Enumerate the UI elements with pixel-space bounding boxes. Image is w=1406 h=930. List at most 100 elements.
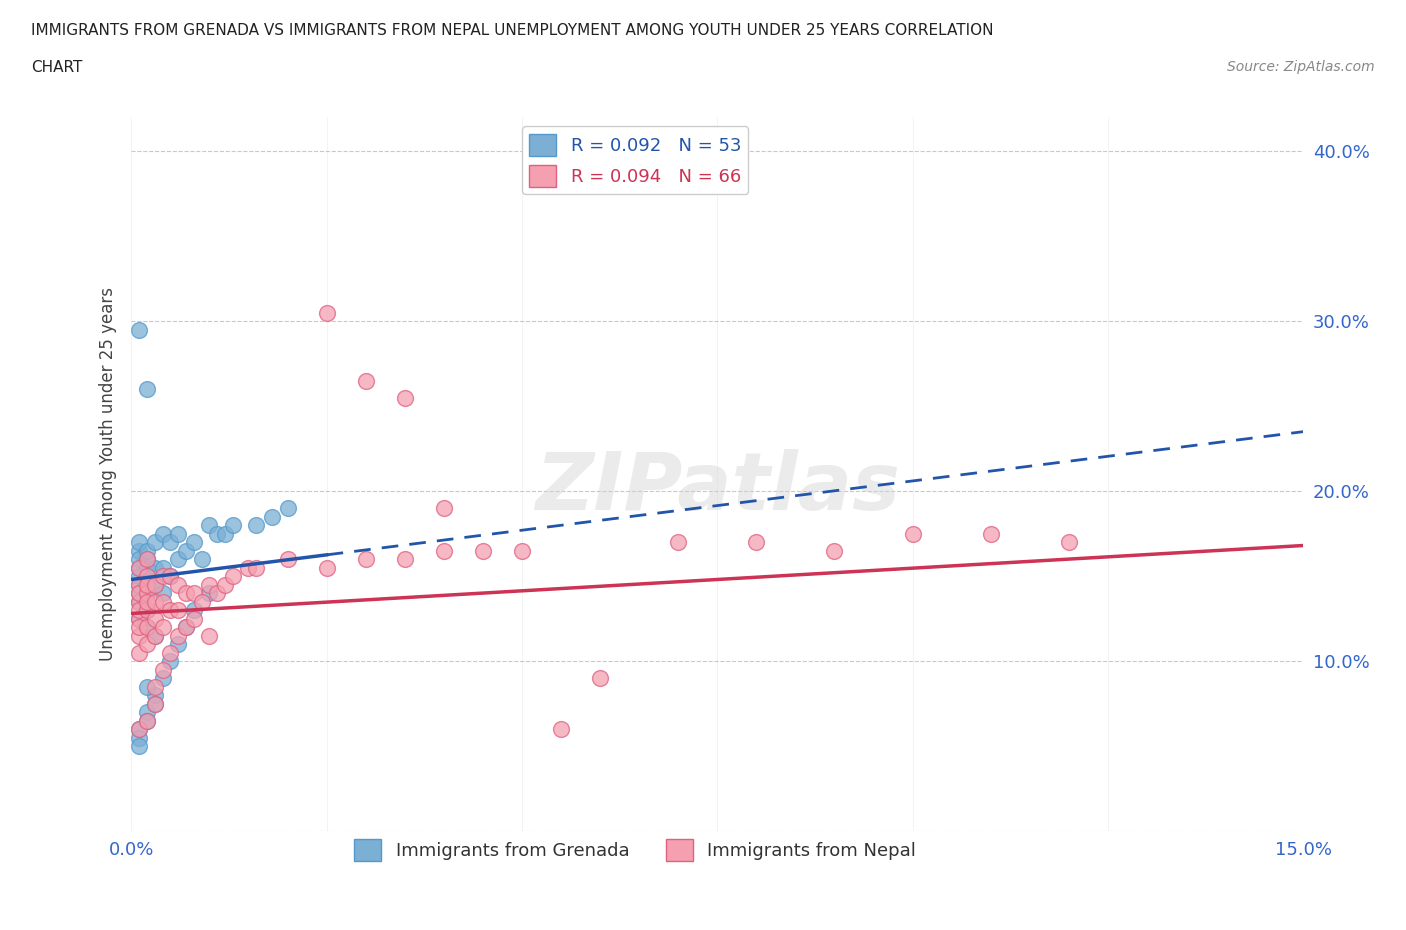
Point xyxy=(143,628,166,643)
Text: Source: ZipAtlas.com: Source: ZipAtlas.com xyxy=(1227,60,1375,74)
Point xyxy=(183,603,205,618)
Point xyxy=(128,578,150,592)
Point xyxy=(128,619,150,634)
Point xyxy=(128,560,150,575)
Point xyxy=(190,594,212,609)
Point xyxy=(354,551,377,566)
Point xyxy=(260,510,283,525)
Point xyxy=(901,526,924,541)
Point xyxy=(183,611,205,626)
Point xyxy=(276,500,298,515)
Point xyxy=(167,526,190,541)
Text: IMMIGRANTS FROM GRENADA VS IMMIGRANTS FROM NEPAL UNEMPLOYMENT AMONG YOUTH UNDER : IMMIGRANTS FROM GRENADA VS IMMIGRANTS FR… xyxy=(31,23,994,38)
Point xyxy=(152,619,174,634)
Point xyxy=(143,628,166,643)
Point xyxy=(354,373,377,388)
Point xyxy=(143,535,166,550)
Point xyxy=(167,637,190,652)
Point xyxy=(135,619,157,634)
Point xyxy=(128,568,150,583)
Point xyxy=(135,543,157,558)
Point xyxy=(135,679,157,694)
Legend: Immigrants from Grenada, Immigrants from Nepal: Immigrants from Grenada, Immigrants from… xyxy=(347,831,924,869)
Point xyxy=(128,594,150,609)
Point xyxy=(128,722,150,737)
Point xyxy=(128,323,150,338)
Point xyxy=(128,535,150,550)
Point xyxy=(510,543,533,558)
Point xyxy=(143,578,166,592)
Point xyxy=(152,594,174,609)
Point xyxy=(128,730,150,745)
Point xyxy=(135,603,157,618)
Point xyxy=(190,551,212,566)
Point xyxy=(135,713,157,728)
Point xyxy=(159,535,181,550)
Point xyxy=(128,722,150,737)
Point xyxy=(143,611,166,626)
Point xyxy=(152,662,174,677)
Point xyxy=(152,671,174,685)
Point xyxy=(174,586,197,601)
Text: CHART: CHART xyxy=(31,60,83,75)
Point xyxy=(183,535,205,550)
Point xyxy=(128,551,150,566)
Point xyxy=(174,543,197,558)
Point xyxy=(135,578,157,592)
Text: ZIPatlas: ZIPatlas xyxy=(534,449,900,527)
Point xyxy=(433,543,456,558)
Point xyxy=(745,535,768,550)
Point xyxy=(152,586,174,601)
Point xyxy=(128,738,150,753)
Point xyxy=(167,603,190,618)
Point xyxy=(824,543,846,558)
Point xyxy=(238,560,260,575)
Point xyxy=(135,603,157,618)
Point xyxy=(394,551,416,566)
Point xyxy=(214,526,236,541)
Point xyxy=(135,578,157,592)
Point xyxy=(222,518,245,533)
Y-axis label: Unemployment Among Youth under 25 years: Unemployment Among Youth under 25 years xyxy=(100,287,117,661)
Point xyxy=(245,560,267,575)
Point xyxy=(135,551,157,566)
Point xyxy=(143,696,166,711)
Point xyxy=(128,611,150,626)
Point xyxy=(128,628,150,643)
Point xyxy=(135,705,157,720)
Point xyxy=(152,560,174,575)
Point xyxy=(159,645,181,660)
Point xyxy=(128,586,150,601)
Point xyxy=(433,500,456,515)
Point xyxy=(135,586,157,601)
Point xyxy=(135,381,157,396)
Point xyxy=(152,568,174,583)
Point xyxy=(159,568,181,583)
Point xyxy=(128,560,150,575)
Point xyxy=(143,594,166,609)
Point xyxy=(128,603,150,618)
Point xyxy=(198,586,221,601)
Point xyxy=(174,619,197,634)
Point xyxy=(589,671,612,685)
Point xyxy=(135,560,157,575)
Point xyxy=(315,305,337,320)
Point xyxy=(128,578,150,592)
Point xyxy=(214,578,236,592)
Point xyxy=(128,586,150,601)
Point xyxy=(159,603,181,618)
Point xyxy=(167,628,190,643)
Point xyxy=(183,586,205,601)
Point xyxy=(550,722,572,737)
Point xyxy=(128,645,150,660)
Point xyxy=(205,586,228,601)
Point xyxy=(198,518,221,533)
Point xyxy=(143,560,166,575)
Point xyxy=(167,551,190,566)
Point xyxy=(205,526,228,541)
Point xyxy=(135,586,157,601)
Point xyxy=(198,578,221,592)
Point xyxy=(135,637,157,652)
Point xyxy=(222,568,245,583)
Point xyxy=(174,619,197,634)
